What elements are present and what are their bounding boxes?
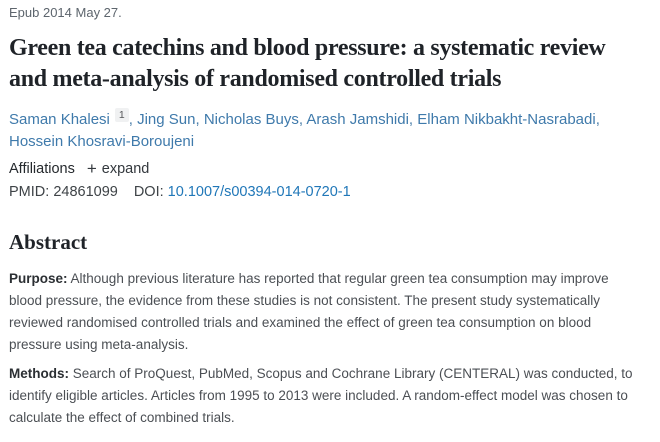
purpose-text: Although previous literature has reporte… bbox=[9, 271, 609, 352]
author-link-jamshidi[interactable]: Arash Jamshidi bbox=[306, 111, 409, 128]
methods-label: Methods: bbox=[9, 366, 69, 381]
author-separator: , bbox=[298, 111, 304, 128]
author-separator: , bbox=[408, 111, 414, 128]
doi-link[interactable]: 10.1007/s00394-014-0720-1 bbox=[167, 184, 351, 200]
article-title: Green tea catechins and blood pressure: … bbox=[9, 35, 606, 92]
author-link-sun[interactable]: Jing Sun bbox=[137, 111, 196, 128]
pmid-label: PMID: bbox=[9, 184, 50, 200]
author-separator: , bbox=[595, 111, 600, 128]
abstract-methods-paragraph: Methods: Search of ProQuest, PubMed, Sco… bbox=[9, 363, 645, 429]
authors-list: Saman Khalesi 1, Jing Sun, Nicholas Buys,… bbox=[9, 108, 627, 153]
affiliations-label: Affiliations bbox=[9, 161, 75, 177]
doi-label: DOI: bbox=[133, 184, 164, 200]
author-separator: , bbox=[128, 111, 133, 128]
affiliation-number-badge[interactable]: 1 bbox=[114, 108, 129, 122]
author-link-buys[interactable]: Nicholas Buys bbox=[203, 111, 299, 128]
expand-label: expand bbox=[101, 161, 150, 177]
plus-icon: + bbox=[86, 158, 97, 178]
affiliations-row: Affiliations + expand bbox=[9, 159, 646, 179]
pmid-group: PMID: 24861099 bbox=[9, 184, 118, 200]
epub-date: Epub 2014 May 27. bbox=[9, 5, 122, 20]
methods-text: Search of ProQuest, PubMed, Scopus and C… bbox=[9, 366, 633, 425]
expand-affiliations-button[interactable]: + expand bbox=[86, 158, 150, 178]
author-separator: , bbox=[195, 111, 200, 128]
author-link-khosravi-boroujeni[interactable]: Hossein Khosravi-Boroujeni bbox=[9, 133, 195, 150]
author-link-khalesi[interactable]: Saman Khalesi bbox=[9, 111, 110, 128]
abstract-purpose-paragraph: Purpose: Although previous literature ha… bbox=[9, 268, 645, 356]
identifiers-row: PMID: 24861099 DOI: 10.1007/s00394-014-0… bbox=[9, 182, 646, 202]
purpose-label: Purpose: bbox=[9, 271, 68, 286]
abstract-heading: Abstract bbox=[9, 230, 88, 254]
author-link-nikbakht-nasrabadi[interactable]: Elham Nikbakht-Nasrabadi bbox=[417, 111, 596, 128]
pubmed-article-page: Epub 2014 May 27. Green tea catechins an… bbox=[9, 5, 646, 429]
pmid-value: 24861099 bbox=[53, 184, 118, 200]
doi-group: DOI: 10.1007/s00394-014-0720-1 bbox=[134, 184, 351, 200]
